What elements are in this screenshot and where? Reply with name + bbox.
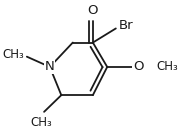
- Text: O: O: [133, 60, 143, 73]
- Text: CH₃: CH₃: [156, 60, 178, 73]
- Text: CH₃: CH₃: [2, 48, 24, 61]
- Text: O: O: [88, 4, 98, 17]
- Text: Br: Br: [119, 19, 133, 32]
- Text: CH₃: CH₃: [30, 116, 52, 129]
- Text: N: N: [45, 60, 55, 73]
